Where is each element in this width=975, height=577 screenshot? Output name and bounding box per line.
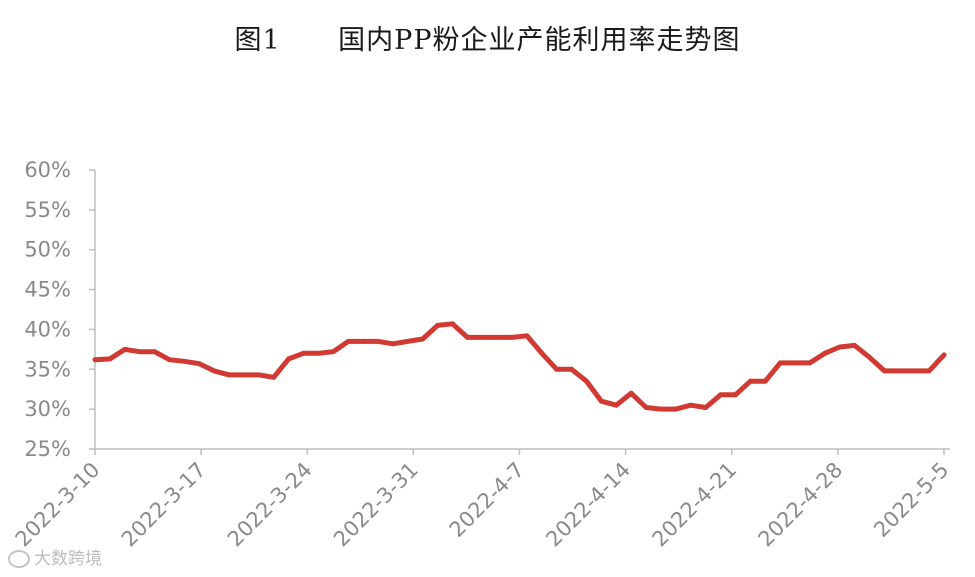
data-point xyxy=(896,368,902,374)
y-tick-label: 50% xyxy=(24,238,71,262)
data-point xyxy=(762,378,768,384)
data-point xyxy=(703,405,709,410)
data-point xyxy=(345,339,351,344)
x-tick-label: 2022-3-10 xyxy=(11,458,105,552)
y-tick-label: 40% xyxy=(24,317,71,341)
x-tick-label: 2022-3-24 xyxy=(223,458,317,552)
data-point xyxy=(330,349,336,355)
data-point xyxy=(92,357,98,363)
data-point xyxy=(360,339,366,344)
data-point xyxy=(450,321,455,327)
data-point xyxy=(167,357,172,363)
data-point xyxy=(807,360,813,366)
data-point xyxy=(926,368,932,374)
data-point xyxy=(137,349,143,355)
camera-logo-icon xyxy=(8,550,30,568)
data-point xyxy=(569,366,574,372)
x-tick-label: 2022-4-21 xyxy=(647,458,741,552)
data-point xyxy=(554,366,560,372)
y-tick-label: 35% xyxy=(24,357,71,381)
y-tick-label: 45% xyxy=(24,278,71,302)
y-tick-label: 25% xyxy=(24,437,71,461)
data-point xyxy=(852,343,857,348)
data-point xyxy=(152,349,158,355)
data-point xyxy=(256,372,262,378)
watermark-text: 大数跨境 xyxy=(34,549,102,569)
data-point xyxy=(107,356,113,362)
data-point xyxy=(688,402,694,408)
data-point xyxy=(390,341,396,347)
x-tick-label: 2022-5-5 xyxy=(869,458,953,542)
data-point xyxy=(748,378,753,384)
data-point xyxy=(911,368,917,374)
data-point xyxy=(420,336,426,342)
series-line xyxy=(92,321,947,412)
data-point xyxy=(405,339,411,344)
data-point xyxy=(182,358,187,364)
data-point xyxy=(599,398,604,404)
x-axis: 2022-3-10 2022-3-17 2022-3-24 2022-3-31 2022… xyxy=(11,448,954,552)
data-point xyxy=(584,378,589,384)
data-point xyxy=(539,350,545,356)
y-tick-label: 60% xyxy=(24,158,71,182)
data-point xyxy=(822,350,828,356)
series-group xyxy=(92,321,947,412)
data-point xyxy=(226,372,232,378)
data-point xyxy=(196,361,202,367)
data-point xyxy=(494,335,500,340)
data-point xyxy=(673,406,679,412)
data-point xyxy=(465,335,470,340)
chart-title: 图1 国内PP粉企业产能利用率走势图 xyxy=(234,25,741,56)
data-point xyxy=(882,368,887,374)
watermark: 大数跨境 xyxy=(8,544,102,569)
data-point xyxy=(837,344,843,350)
y-axis: 25% 30% 35% 40% 45% 50% 55% 60% xyxy=(24,158,96,461)
data-point xyxy=(301,350,306,356)
data-point xyxy=(792,360,798,366)
data-point xyxy=(435,323,440,328)
data-point xyxy=(658,406,664,412)
data-point xyxy=(479,335,485,340)
data-point xyxy=(941,352,947,358)
data-point xyxy=(316,350,321,356)
x-tick-label: 2022-4-28 xyxy=(754,458,848,552)
x-tick-label: 2022-3-31 xyxy=(329,458,423,552)
data-point xyxy=(628,390,634,396)
data-point xyxy=(718,392,723,398)
data-point xyxy=(211,368,217,374)
data-point xyxy=(643,405,649,410)
y-tick-label: 30% xyxy=(24,397,71,421)
data-point xyxy=(241,372,247,378)
data-point xyxy=(375,339,381,344)
data-point xyxy=(509,335,515,340)
data-point xyxy=(271,374,277,380)
x-tick-label: 2022-4-14 xyxy=(541,458,635,552)
data-point xyxy=(613,402,619,408)
y-tick-label: 55% xyxy=(24,198,71,222)
data-point xyxy=(524,333,530,339)
data-point xyxy=(733,392,738,398)
data-point xyxy=(286,356,291,362)
data-point xyxy=(867,354,872,360)
data-point xyxy=(122,347,128,352)
x-tick-label: 2022-3-17 xyxy=(117,458,211,552)
x-tick-label: 2022-4-7 xyxy=(445,458,529,542)
data-point xyxy=(777,360,783,366)
